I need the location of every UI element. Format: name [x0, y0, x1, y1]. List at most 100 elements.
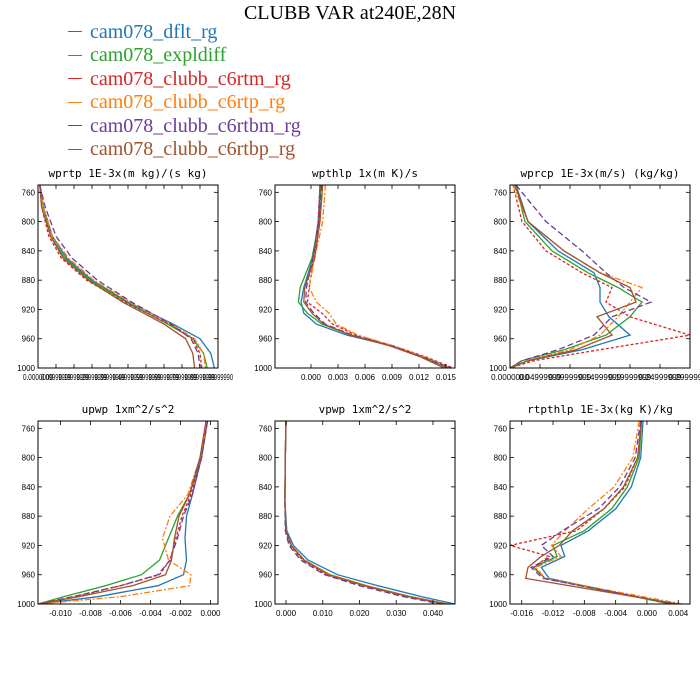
y-tick-label: 760 [22, 424, 36, 433]
legend-swatch [68, 148, 82, 150]
plot-frame [37, 184, 219, 369]
panel-title: vpwp 1xm^2/s^2 [319, 403, 412, 416]
x-tick-label: 0.000 [200, 609, 221, 618]
series-line-2 [532, 421, 671, 604]
plot-frame [274, 420, 456, 605]
y-tick-label: 800 [494, 454, 508, 463]
series-line-3 [306, 185, 454, 368]
legend-label: cam078_expldiff [90, 44, 227, 67]
x-tick-label: 0.009 [382, 373, 403, 382]
series-line-1 [510, 185, 632, 368]
series-line-6 [39, 185, 196, 368]
x-tick-label: 0.19999999 [59, 373, 89, 382]
panel-4: upwp 1xm^2/s^2 760 800 840 880 920 960 1000 -0.0… [17, 403, 221, 618]
panel-title: wprtp 1E-3x(m kg)/(s kg) [49, 167, 208, 180]
series-line-5 [39, 185, 201, 368]
x-tick-label: -0.010 [49, 609, 72, 618]
y-tick-label: 920 [494, 305, 508, 314]
x-tick-label: 0.040 [423, 609, 444, 618]
legend-swatch [68, 31, 82, 33]
y-tick-label: 1000 [254, 364, 272, 373]
panel-6: rtpthlp 1E-3x(kg K)/kg 760 800 840 880 920 960… [489, 403, 691, 618]
y-tick-label: 960 [494, 571, 508, 580]
series-line-4 [39, 185, 207, 368]
plot-frame [37, 420, 219, 605]
y-tick-label: 880 [494, 276, 508, 285]
y-tick-label: 960 [22, 571, 36, 580]
y-tick-label: 960 [259, 571, 273, 580]
y-tick-label: 1000 [17, 364, 35, 373]
panel-title: wpthlp 1x(m K)/s [312, 167, 418, 180]
legend-label: cam078_clubb_c6rtm_rg [90, 67, 291, 90]
x-tick-label: 0.006 [355, 373, 376, 382]
legend-swatch [68, 101, 82, 103]
series-line-3 [38, 421, 209, 604]
legend-swatch [68, 125, 82, 127]
x-tick-label: 0.09999999 [549, 373, 592, 382]
series-line-5 [38, 421, 209, 604]
y-tick-label: 800 [259, 454, 273, 463]
series-line-5 [529, 421, 675, 604]
panel-1: wprtp 1E-3x(m kg)/(s kg) 760 800 840 880 920 9… [17, 167, 233, 382]
y-tick-label: 880 [259, 512, 273, 521]
y-tick-label: 1000 [254, 600, 272, 609]
legend-entry: cam078_clubb_c6rtbm_rg [68, 114, 301, 138]
panel-3: wprcp 1E-3x(m/s) (kg/kg) 760 800 840 880 920 9… [489, 167, 700, 382]
y-tick-label: 760 [259, 424, 273, 433]
x-tick-label: -0.008 [79, 609, 102, 618]
series-line-6 [284, 421, 446, 604]
y-tick-label: 800 [494, 218, 508, 227]
x-tick-label: 0.99999990 [203, 373, 233, 382]
series-line-2 [510, 185, 643, 368]
x-tick-label: -0.004 [139, 609, 162, 618]
y-tick-label: 760 [494, 424, 508, 433]
y-tick-label: 880 [259, 276, 273, 285]
y-tick-label: 840 [259, 247, 273, 256]
legend-label: cam078_dflt_rg [90, 20, 218, 43]
y-tick-label: 960 [259, 335, 273, 344]
series-line-2 [38, 421, 209, 604]
series-line-3 [510, 421, 675, 604]
y-tick-label: 760 [494, 188, 508, 197]
legend: cam078_dflt_rg cam078_expldiff cam078_cl… [68, 20, 301, 161]
x-tick-label: -0.012 [542, 609, 565, 618]
y-tick-label: 760 [22, 188, 36, 197]
x-tick-label: 0.012 [409, 373, 430, 382]
y-tick-label: 1000 [489, 600, 507, 609]
x-tick-label: 0.19999999 [609, 373, 652, 382]
y-tick-label: 920 [259, 305, 273, 314]
x-tick-label: 0.0000000 [23, 373, 53, 382]
series-line-1 [39, 185, 216, 368]
x-tick-label: 0.79999999 [167, 373, 197, 382]
y-tick-label: 880 [22, 512, 36, 521]
x-tick-label: 0.14999999 [579, 373, 622, 382]
x-tick-label: 0.24999999 [639, 373, 682, 382]
panel-title: wprcp 1E-3x(m/s) (kg/kg) [521, 167, 680, 180]
x-tick-label: 0.49999999 [113, 373, 143, 382]
legend-entry: cam078_expldiff [68, 44, 301, 68]
series-line-3 [284, 421, 445, 604]
y-tick-label: 960 [22, 335, 36, 344]
y-tick-label: 920 [259, 541, 273, 550]
x-tick-label: -0.016 [510, 609, 533, 618]
x-tick-label: 0.09999999 [41, 373, 71, 382]
x-tick-label: 0.69999999 [149, 373, 179, 382]
x-tick-label: 0.003 [328, 373, 349, 382]
y-tick-label: 800 [259, 218, 273, 227]
series-line-5 [510, 185, 653, 368]
plot-frame [274, 184, 456, 369]
x-tick-label: 0.004 [668, 609, 689, 618]
x-tick-label: 0.0000000 [491, 373, 529, 382]
x-tick-label: 0.39999999 [95, 373, 125, 382]
x-tick-label: 0.030 [386, 609, 407, 618]
series-line-6 [510, 185, 637, 368]
series-line-3 [510, 185, 690, 368]
series-line-1 [540, 421, 671, 604]
series-line-6 [303, 185, 445, 368]
x-tick-label: 0.000 [276, 609, 297, 618]
x-tick-label: 0.29999999 [669, 373, 700, 382]
series-line-2 [284, 421, 448, 604]
x-tick-label: 0.020 [349, 609, 370, 618]
legend-label: cam078_clubb_c6rtbm_rg [90, 114, 301, 137]
panel-2: wpthlp 1x(m K)/s 760 800 840 880 920 960 1000 0.… [254, 167, 456, 382]
